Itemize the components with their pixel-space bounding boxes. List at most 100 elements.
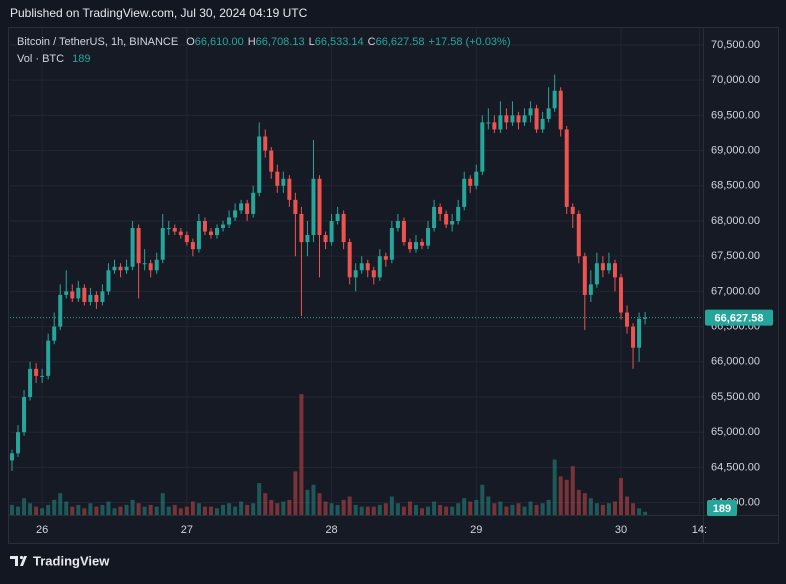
- candle-body: [281, 178, 286, 186]
- last-price-badge: [705, 309, 773, 326]
- candle-body: [492, 122, 497, 130]
- legend-item: 189: [72, 53, 90, 65]
- volume-bar: [118, 506, 123, 515]
- volume-bar: [34, 506, 39, 515]
- volume-bar: [395, 503, 400, 515]
- volume-bar: [631, 503, 636, 515]
- candle-body: [637, 318, 642, 348]
- volume-bar: [142, 506, 147, 515]
- volume-bar: [22, 498, 27, 515]
- volume-bar: [28, 503, 33, 515]
- candle-body: [631, 326, 636, 348]
- candle-body: [329, 220, 334, 243]
- candle-body: [456, 206, 461, 221]
- candle-body: [570, 206, 575, 214]
- volume-bar: [263, 493, 268, 515]
- candle-body: [450, 220, 455, 225]
- candle-body: [166, 228, 171, 230]
- volume-bar: [208, 506, 213, 515]
- volume-bar: [166, 506, 171, 515]
- candle-body: [317, 178, 322, 236]
- candle-body: [251, 192, 256, 214]
- candle-body: [215, 228, 220, 236]
- candle-body: [540, 118, 545, 130]
- candle-body: [202, 220, 207, 232]
- volume-bar: [637, 508, 642, 515]
- legend: Bitcoin / TetherUS, 1h, BINANCE O66,610.0…: [17, 36, 511, 65]
- candle-body: [365, 263, 370, 271]
- candle-body: [564, 129, 569, 207]
- footer-logo: TradingView: [10, 553, 110, 568]
- volume-bar: [582, 493, 587, 515]
- volume-bar: [468, 501, 473, 515]
- volume-bar: [456, 503, 461, 515]
- volume-bar: [498, 501, 503, 515]
- candle-body: [377, 256, 382, 278]
- volume-bar: [190, 501, 195, 515]
- volume-bar: [365, 506, 370, 515]
- x-tick-label: 27: [181, 524, 193, 536]
- legend-item: +17.58 (+0.03%): [429, 36, 511, 48]
- candle-body: [142, 263, 147, 265]
- candle-body: [233, 210, 238, 218]
- y-tick-label: 64,500.00: [711, 461, 760, 473]
- candle-body: [136, 228, 141, 264]
- y-tick-label: 65,000.00: [711, 426, 760, 438]
- volume-bar: [564, 479, 569, 515]
- volume-bar: [594, 503, 599, 515]
- y-tick-label: 68,000.00: [711, 215, 760, 227]
- candle-body: [299, 213, 304, 243]
- candle-body: [52, 326, 57, 341]
- volume-bar: [528, 501, 533, 515]
- candle-body: [154, 259, 159, 271]
- volume-bar: [16, 506, 21, 515]
- candle-body: [516, 115, 521, 123]
- volume-bar: [444, 506, 449, 515]
- volume-bar: [401, 506, 406, 515]
- legend-item: Vol · BTC: [17, 53, 64, 65]
- volume-bar: [522, 506, 527, 515]
- candle-body: [263, 136, 268, 151]
- volume-bar: [625, 496, 630, 515]
- candle-body: [588, 284, 593, 295]
- candle-body: [323, 235, 328, 243]
- legend-item: O: [186, 36, 195, 48]
- volume-bar: [438, 504, 443, 515]
- candle-body: [432, 206, 437, 229]
- volume-bar: [534, 504, 539, 515]
- candle-body: [34, 368, 39, 376]
- volume-bar: [245, 504, 250, 515]
- candle-body: [534, 108, 539, 130]
- y-tick-label: 67,500.00: [711, 250, 760, 262]
- candle-body: [426, 228, 431, 246]
- candle-body: [22, 396, 27, 433]
- volume-bar: [413, 504, 418, 515]
- volume-bar: [341, 499, 346, 515]
- brand-name: TradingView: [33, 553, 110, 568]
- volume-bar: [643, 511, 648, 515]
- published-note: Published on TradingView.com, Jul 30, 20…: [10, 6, 308, 20]
- candle-body: [528, 108, 533, 116]
- volume-bar: [184, 506, 189, 515]
- volume-bar: [426, 506, 431, 515]
- candle-body: [486, 122, 491, 124]
- candle-body: [498, 115, 503, 130]
- volume-bar: [215, 508, 220, 515]
- volume-bar: [100, 504, 105, 515]
- volume-bar: [311, 484, 316, 515]
- candle-body: [335, 213, 340, 221]
- volume-bar: [329, 503, 334, 515]
- volume-bar: [281, 501, 286, 515]
- volume-bar: [492, 503, 497, 515]
- y-tick-label: 69,500.00: [711, 109, 760, 121]
- candle-body: [618, 277, 623, 313]
- y-tick-label: 70,500.00: [711, 39, 760, 51]
- volume-bar: [40, 508, 45, 515]
- candle-body: [46, 340, 51, 376]
- volume-bar: [540, 503, 545, 515]
- y-tick-label: 68,500.00: [711, 180, 760, 192]
- volume-bar: [239, 501, 244, 515]
- candle-body: [407, 242, 412, 250]
- candle-body: [625, 312, 630, 327]
